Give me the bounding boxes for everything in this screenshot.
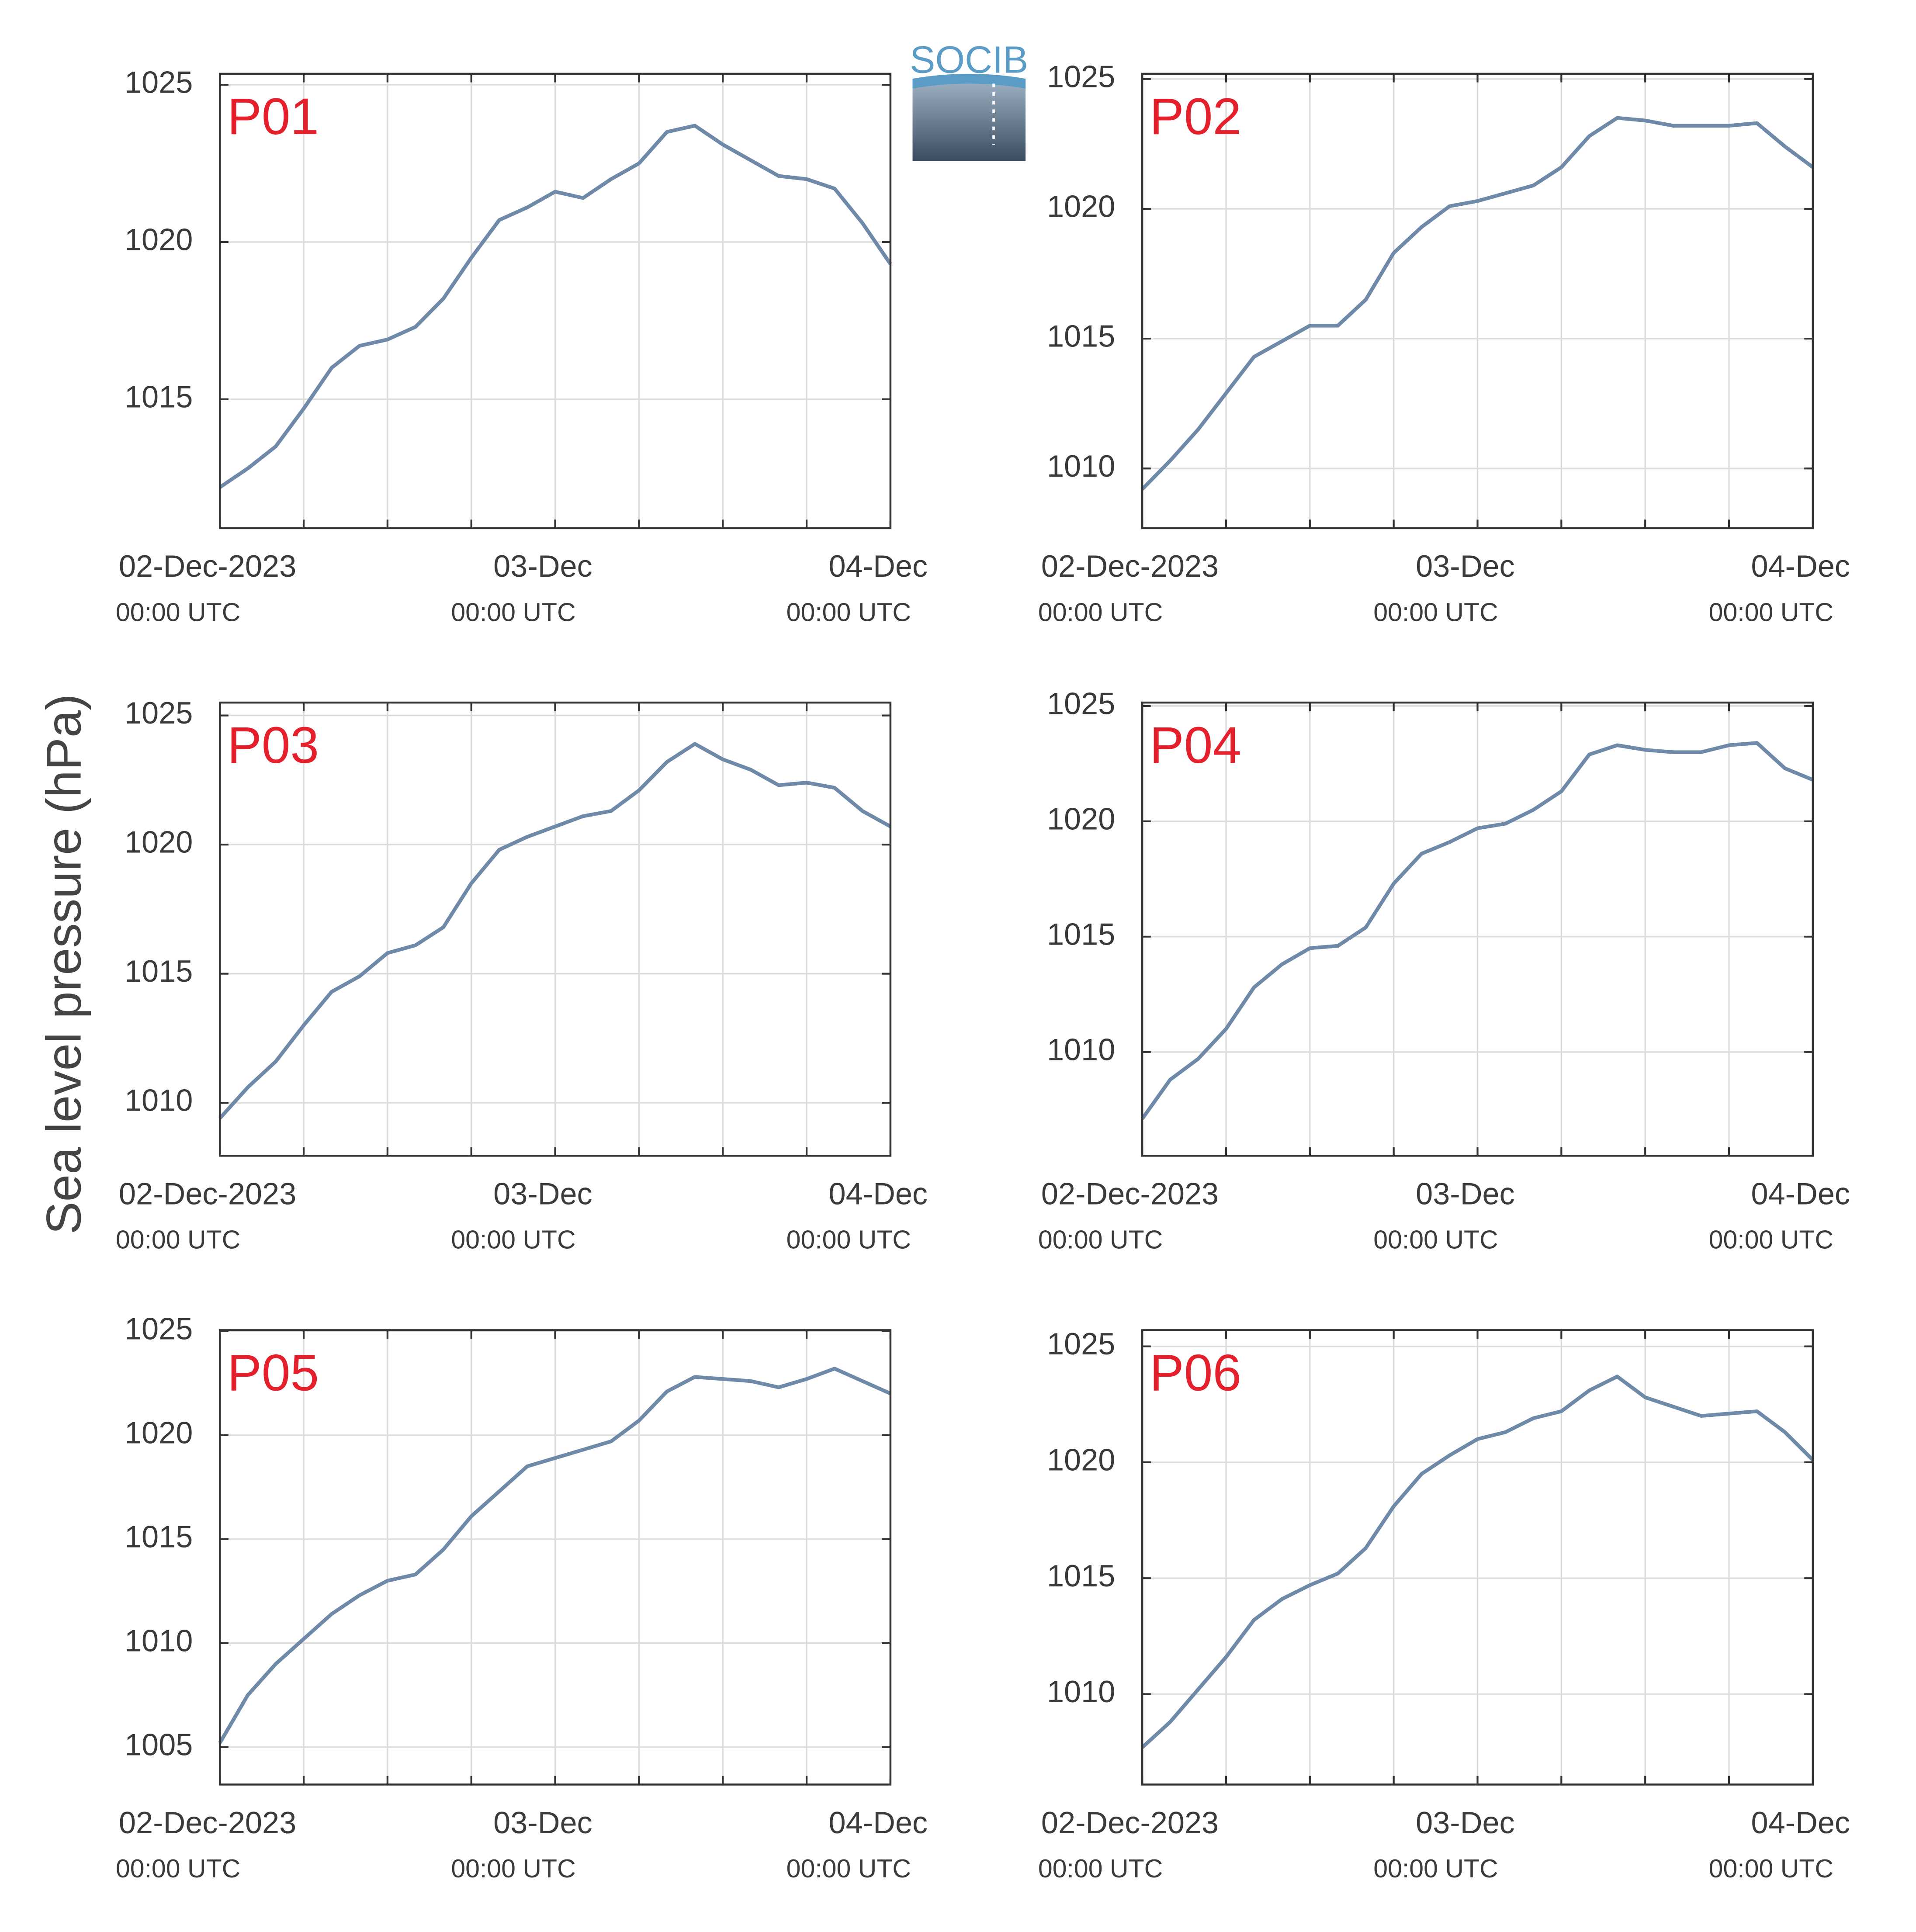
x-tick-time: 00:00 UTC [1038,1226,1163,1254]
x-tick-label: 04-Dec [829,549,928,583]
x-tick-label: 04-Dec [1751,1805,1850,1840]
x-tick-time: 00:00 UTC [786,598,911,627]
y-tick-label: 1015 [125,379,193,414]
x-tick-label: 04-Dec [829,1177,928,1211]
x-tick-label: 03-Dec [1416,1805,1515,1840]
data-line [1141,1375,1814,1749]
x-tick-time: 00:00 UTC [451,598,575,627]
panel-title: P04 [1150,717,1241,774]
logo: SOCIB [910,39,1028,161]
x-tick-time: 00:00 UTC [1373,1226,1498,1254]
panel-title: P03 [227,717,319,774]
x-tick-label: 04-Dec [1751,549,1850,583]
data-line [218,1367,891,1744]
x-tick-time: 00:00 UTC [1038,1854,1163,1883]
y-tick-label: 1020 [1047,1442,1115,1477]
x-tick-label: 02-Dec-2023 [119,1177,296,1211]
x-tick-label: 03-Dec [1416,549,1515,583]
panel-title: P01 [227,88,319,145]
y-tick-label: 1010 [1047,1674,1115,1709]
y-tick-label: 1015 [125,1519,193,1554]
x-tick-label: 02-Dec-2023 [1041,1177,1219,1211]
axes-box [1141,73,1814,530]
x-tick-time: 00:00 UTC [451,1854,575,1883]
y-tick-label: 1020 [1047,801,1115,836]
x-tick-time: 00:00 UTC [116,1854,240,1883]
y-tick-label: 1020 [125,222,193,257]
axes-box [218,73,892,530]
logo-wave [912,73,1026,89]
y-tick-label: 1015 [125,954,193,988]
x-tick-label: 04-Dec [1751,1177,1850,1211]
x-tick-time: 00:00 UTC [1373,1854,1498,1883]
y-tick-label: 1015 [1047,319,1115,353]
data-line [1140,741,1814,1120]
panel-title: P05 [227,1344,319,1402]
x-tick-time: 00:00 UTC [1709,1226,1833,1254]
y-tick-label: 1025 [125,696,193,730]
panel: 1005 1010 1015 1020 1025 02-Dec-2023 00:00 UTC… [116,1311,928,1883]
x-tick-label: 03-Dec [1416,1177,1515,1211]
x-tick-time: 00:00 UTC [1038,598,1163,627]
y-tick-label: 1010 [1047,449,1115,483]
y-tick-label: 1010 [125,1623,193,1658]
x-tick-time: 00:00 UTC [116,1226,240,1254]
axes-box [218,701,892,1157]
y-axis-label: Sea level pressure (hPa) [36,694,91,1234]
x-tick-label: 02-Dec-2023 [119,1805,296,1840]
y-tick-label: 1015 [1047,917,1115,951]
x-tick-label: 03-Dec [493,549,592,583]
x-tick-label: 02-Dec-2023 [1041,549,1219,583]
x-tick-label: 02-Dec-2023 [1041,1805,1219,1840]
y-tick-label: 1025 [1047,686,1115,721]
data-line [218,124,892,489]
panel-title: P06 [1150,1344,1241,1402]
y-tick-label: 1010 [125,1083,193,1118]
logo-block [912,79,1026,161]
x-tick-time: 00:00 UTC [1373,598,1498,627]
x-tick-label: 04-Dec [829,1805,928,1840]
y-tick-label: 1005 [125,1727,193,1762]
y-tick-label: 1015 [1047,1558,1115,1593]
x-tick-label: 02-Dec-2023 [119,549,296,583]
x-tick-time: 00:00 UTC [786,1226,911,1254]
panel: 1010 1015 1020 1025 02-Dec-2023 00:00 UTC 03-D… [1038,686,1850,1254]
data-line [1141,116,1814,491]
panel: 1010 1015 1020 1025 02-Dec-2023 00:00 UTC 03-D… [116,696,928,1254]
x-tick-time: 00:00 UTC [786,1854,911,1883]
x-tick-time: 00:00 UTC [1709,598,1833,627]
y-tick-label: 1025 [1047,59,1115,93]
x-tick-label: 03-Dec [493,1177,592,1211]
logo-text: SOCIB [910,39,1028,81]
panel-title: P02 [1150,88,1241,145]
axes-box [218,1329,892,1786]
axes-box [1141,1329,1814,1786]
panel: 1015 1020 1025 02-Dec-2023 00:00 UTC 03-Dec 00… [116,65,928,627]
y-tick-label: 1010 [1047,1032,1115,1066]
panel: 1010 1015 1020 1025 02-Dec-2023 00:00 UTC 03-D… [1038,59,1850,627]
y-tick-label: 1020 [125,825,193,859]
axes-box [1141,701,1814,1157]
x-tick-time: 00:00 UTC [116,598,240,627]
y-tick-label: 1025 [125,1311,193,1346]
y-tick-label: 1020 [1047,189,1115,223]
data-line [218,742,891,1120]
x-tick-time: 00:00 UTC [1709,1854,1833,1883]
y-tick-label: 1025 [125,65,193,100]
y-tick-label: 1020 [125,1415,193,1450]
panel: 1010 1015 1020 1025 02-Dec-2023 00:00 UTC 03-D… [1038,1326,1850,1883]
x-tick-label: 03-Dec [493,1805,592,1840]
y-tick-label: 1025 [1047,1326,1115,1361]
x-tick-time: 00:00 UTC [451,1226,575,1254]
